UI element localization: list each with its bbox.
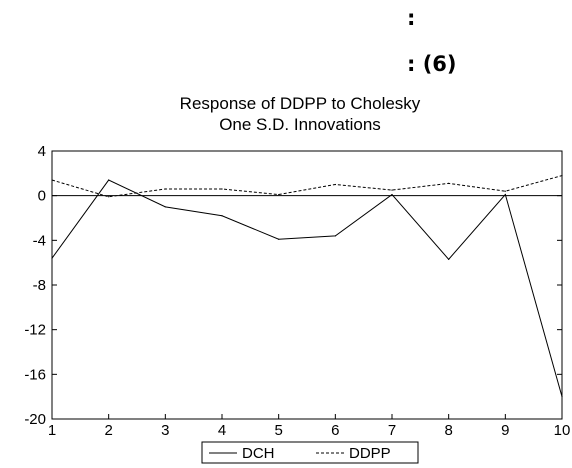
x-tick-label: 2: [104, 422, 112, 439]
series-dch-point: [335, 235, 336, 236]
series-dch-point: [165, 206, 166, 207]
series-ddpp-point: [448, 183, 449, 184]
legend: DCH DDPP: [202, 442, 418, 463]
y-tick-label: 0: [38, 188, 46, 205]
y-tick-label: -12: [24, 322, 46, 339]
series-ddpp-point: [51, 179, 52, 180]
series-layer: [51, 175, 562, 397]
legend-label-dch: DCH: [242, 445, 275, 462]
series-ddpp-point: [165, 188, 166, 189]
x-tick-label: 4: [218, 422, 226, 439]
series-dch-point: [505, 194, 506, 195]
series-ddpp-point: [561, 175, 562, 176]
legend-label-ddpp: DDPP: [349, 445, 391, 462]
y-tick-label: 4: [38, 143, 46, 160]
y-tick-label: -8: [33, 277, 46, 294]
series-ddpp-point: [335, 184, 336, 185]
y-tick-label: -16: [24, 366, 46, 383]
series-ddpp-point: [108, 196, 109, 197]
series-ddpp-point: [505, 191, 506, 192]
y-tick-label: -4: [33, 232, 46, 249]
series-ddpp-line: [52, 176, 562, 197]
chart-title: Response of DDPP to Cholesky: [180, 94, 421, 113]
series-dch-point: [51, 258, 52, 259]
x-tick-label: 8: [444, 422, 452, 439]
series-dch-point: [448, 259, 449, 260]
series-ddpp-point: [221, 188, 222, 189]
series-dch-point: [391, 194, 392, 195]
x-tick-label: 1: [48, 422, 56, 439]
y-tick-label: -20: [24, 411, 46, 428]
x-tick-label: 3: [161, 422, 169, 439]
x-tick-label: 7: [388, 422, 396, 439]
series-dch-point: [278, 239, 279, 240]
series-dch-point: [561, 396, 562, 397]
chart-subtitle: One S.D. Innovations: [219, 115, 381, 134]
x-tick-label: 5: [274, 422, 282, 439]
plot-frame: [52, 151, 562, 419]
series-dch-point: [108, 179, 109, 180]
x-tick-label: 10: [554, 422, 571, 439]
x-axis: 1 2 3 4 5 6 7 8 9 10: [48, 414, 571, 439]
series-ddpp-point: [278, 194, 279, 195]
x-tick-label: 9: [501, 422, 509, 439]
series-dch-point: [221, 215, 222, 216]
series-dch-line: [52, 180, 562, 397]
x-tick-label: 6: [331, 422, 339, 439]
series-ddpp-point: [391, 189, 392, 190]
